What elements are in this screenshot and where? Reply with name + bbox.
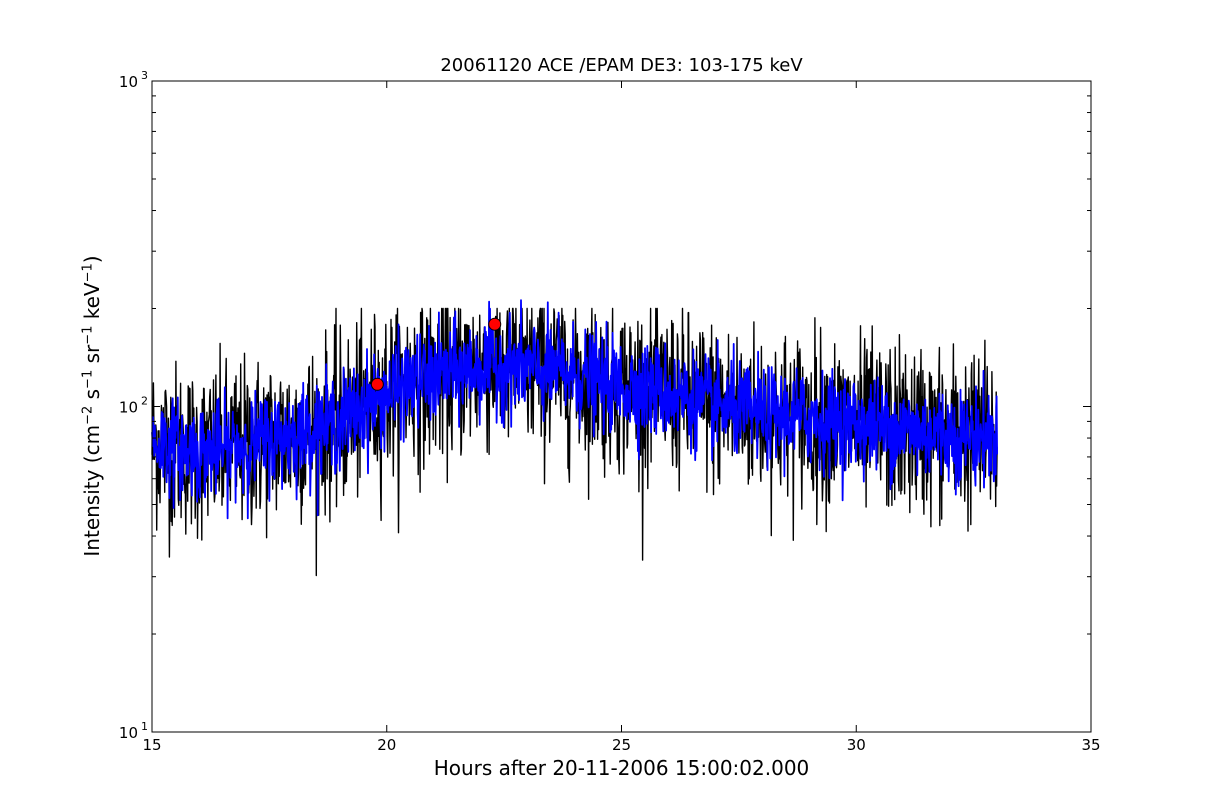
x-tick-label: 30 [847, 736, 866, 754]
x-tick-label: 35 [1081, 736, 1100, 754]
x-tick-label: 20 [377, 736, 396, 754]
y-axis-label: Intensity (cm−2 s−1 sr−1 keV−1) [80, 255, 104, 556]
tick-layer [151, 80, 1092, 733]
y-label-s-unit: s [80, 388, 104, 406]
y-tick-label: 10 [119, 73, 138, 91]
chart-title: 20061120 ACE /EPAM DE3: 103-175 keV [440, 55, 803, 76]
series-line-2 [151, 299, 998, 520]
y-label-s-exp: −1 [80, 369, 96, 389]
red-marker-2 [488, 317, 502, 331]
x-tick-label: 25 [612, 736, 631, 754]
y-tick-exponent: 2 [141, 395, 148, 408]
y-label-cm-exp: −2 [80, 405, 96, 425]
y-label-sr-unit: sr [80, 344, 104, 370]
marker-layer [370, 317, 502, 391]
y-tick-label: 10 [119, 724, 138, 742]
y-label-prefix: Intensity (cm [80, 424, 104, 557]
x-axis-label: Hours after 20-11-2006 15:00:02.000 [433, 756, 810, 780]
x-tick-label: 15 [142, 736, 161, 754]
y-tick-exponent: 1 [141, 720, 148, 733]
series-layer [151, 299, 998, 577]
y-tick-exponent: 3 [141, 69, 148, 82]
y-label-suffix: ) [80, 255, 104, 264]
y-label-sr-exp: −1 [80, 325, 96, 345]
y-tick-label: 10 [119, 399, 138, 417]
x-tick-labels: 15 20 25 30 35 [142, 736, 1100, 754]
y-label-kev-exp: −1 [80, 263, 96, 283]
y-label-kev-unit: keV [80, 282, 104, 326]
red-marker-1 [370, 377, 384, 391]
